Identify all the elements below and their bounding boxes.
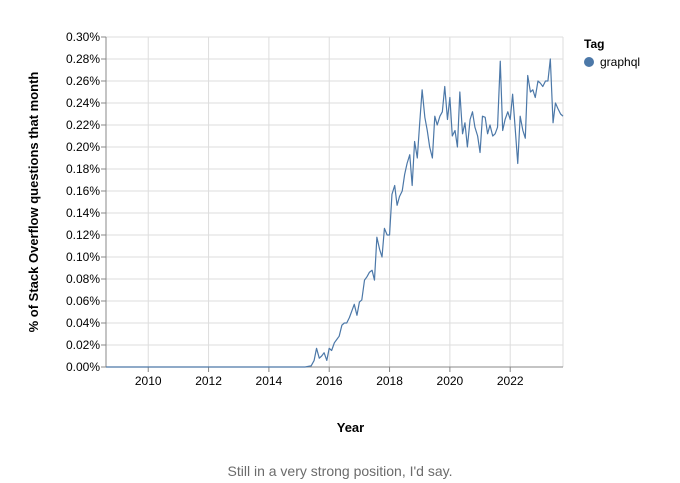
y-tick-label: 0.10% (66, 250, 100, 264)
y-tick-label: 0.04% (66, 316, 100, 330)
x-tick-label: 2012 (195, 374, 222, 388)
y-tick-label: 0.20% (66, 140, 100, 154)
caption: Still in a very strong position, I'd say… (227, 463, 453, 479)
axis-labels: 0.00% 0.02% 0.04% 0.06% 0.08% 0.10% 0.12% 0.14%… (26, 30, 524, 435)
y-tick-label: 0.22% (66, 118, 100, 132)
y-axis-title: % of Stack Overflow questions that month (26, 72, 41, 333)
y-tick-label: 0.02% (66, 338, 100, 352)
series-line-graphql (106, 58, 564, 368)
legend-marker-graphql[interactable] (584, 57, 594, 67)
y-tick-label: 0.24% (66, 96, 100, 110)
x-tick-label: 2010 (135, 374, 162, 388)
y-tick-label: 0.30% (66, 30, 100, 44)
y-tick-label: 0.06% (66, 294, 100, 308)
y-tick-label: 0.16% (66, 184, 100, 198)
y-tick-label: 0.28% (66, 52, 100, 66)
y-tick-label: 0.26% (66, 74, 100, 88)
y-tick-label: 0.14% (66, 206, 100, 220)
axes (101, 36, 563, 372)
x-tick-label: 2018 (376, 374, 403, 388)
y-tick-label: 0.12% (66, 228, 100, 242)
grid-lines (106, 36, 564, 368)
x-axis-title: Year (337, 420, 364, 435)
legend-title: Tag (584, 37, 604, 51)
y-tick-label: 0.08% (66, 272, 100, 286)
x-tick-label: 2016 (316, 374, 343, 388)
y-tick-label: 0.00% (66, 360, 100, 374)
series-layer (106, 58, 564, 368)
y-tick-label: 0.18% (66, 162, 100, 176)
x-tick-label: 2014 (256, 374, 283, 388)
x-tick-label: 2022 (497, 374, 524, 388)
x-tick-label: 2020 (437, 374, 464, 388)
legend[interactable]: Tag graphql (584, 37, 640, 69)
legend-label-graphql[interactable]: graphql (600, 55, 640, 69)
